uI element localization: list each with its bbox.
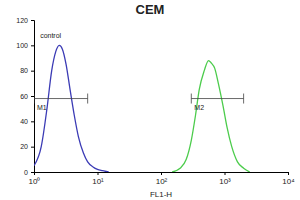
x-axis-title: FL1-H	[150, 190, 172, 199]
x-tick-label: 10⁴	[282, 177, 295, 186]
histogram-line	[172, 61, 250, 172]
gate-cap	[243, 94, 244, 104]
y-tick-label: 120	[16, 17, 28, 24]
x-tick-label: 10¹	[92, 177, 104, 186]
y-tick-mark	[31, 20, 34, 21]
y-tick-mark	[31, 45, 34, 46]
x-tick: 10²	[156, 172, 168, 186]
y-tick-mark	[31, 96, 34, 97]
x-axis: 10⁰ 10¹ 10² 10³ 10⁴	[29, 172, 296, 186]
y-axis: 0 20 40 60 80 100 120	[16, 17, 34, 176]
y-tick-mark	[31, 71, 34, 72]
gate-line	[191, 98, 243, 99]
y-tick: 100	[16, 42, 34, 49]
plot: 10⁰ 10¹ 10² 10³ 10⁴ 0 20 40 60 80 100 120 M1 M2 contro…	[16, 17, 295, 186]
x-tick-mark	[288, 172, 289, 175]
y-tick-mark	[31, 147, 34, 148]
y-tick-label: 100	[16, 42, 28, 49]
y-tick: 20	[20, 143, 34, 150]
y-tick-label: 80	[20, 67, 28, 74]
gate-line	[34, 98, 88, 99]
gate	[191, 94, 243, 104]
x-tick-mark	[225, 172, 226, 175]
y-axis-line	[31, 21, 35, 173]
title: CEM	[136, 2, 165, 17]
y-tick-label: 0	[24, 169, 28, 176]
y-tick: 40	[20, 118, 34, 125]
x-tick: 10⁴	[282, 172, 295, 186]
x-tick: 10⁰	[29, 172, 41, 186]
annotation: control	[40, 32, 61, 39]
x-tick-mark	[98, 172, 99, 175]
gate-label: M1	[37, 104, 47, 111]
x-tick-label: 10³	[219, 177, 231, 186]
chart: CEM 10⁰ 10¹ 10² 10³ 10⁴ 0 20 40 60 80 100 120 M1 M2 con…	[0, 0, 300, 200]
y-tick-mark	[31, 172, 34, 173]
x-tick-label: 10²	[156, 177, 168, 186]
y-tick: 60	[20, 93, 34, 100]
y-tick-mark	[31, 121, 34, 122]
gate-label: M2	[194, 104, 204, 111]
gate-cap	[34, 94, 35, 104]
x-tick-mark	[161, 172, 162, 175]
y-tick-label: 60	[20, 93, 28, 100]
y-tick-label: 20	[20, 143, 28, 150]
y-tick-label: 40	[20, 118, 28, 125]
gate-cap	[191, 94, 192, 104]
data-area	[34, 45, 250, 172]
gate	[34, 94, 88, 104]
x-tick-label: 10⁰	[29, 177, 41, 186]
y-tick: 0	[24, 169, 34, 176]
x-tick: 10¹	[92, 172, 104, 186]
x-axis-line	[35, 173, 289, 176]
gate-cap	[87, 94, 88, 104]
x-tick: 10³	[219, 172, 231, 186]
y-tick: 80	[20, 67, 34, 74]
y-tick: 120	[16, 17, 34, 24]
histogram-line	[34, 45, 109, 172]
